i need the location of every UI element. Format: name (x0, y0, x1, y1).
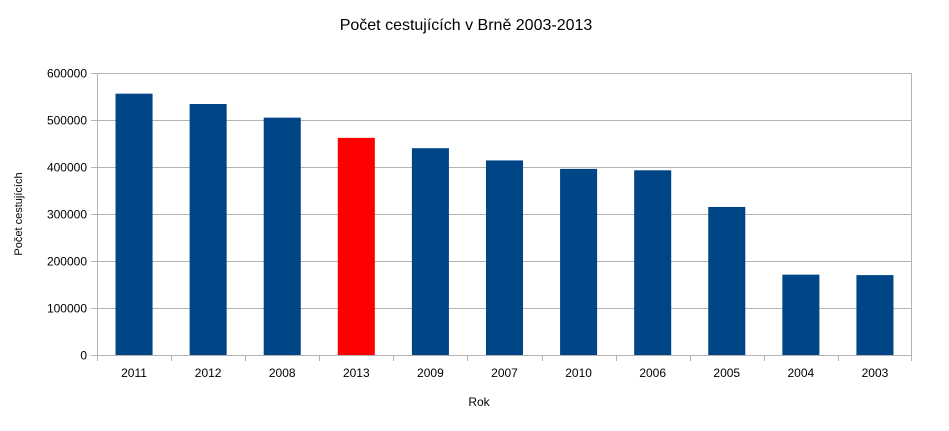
x-tick-label: 2010 (565, 366, 592, 380)
bar-2011 (115, 93, 153, 356)
y-tick-label: 200000 (47, 255, 87, 269)
y-tick-label: 100000 (47, 302, 87, 316)
bar-2008 (263, 117, 301, 356)
bar-2003 (856, 275, 894, 355)
y-axis-label: Počet cestujících (13, 172, 25, 255)
axes (91, 73, 912, 361)
y-tick-label: 0 (80, 349, 87, 363)
x-tick-label: 2013 (343, 366, 370, 380)
bar-2012 (189, 104, 227, 356)
x-tick-label: 2003 (862, 366, 889, 380)
y-tick-label: 600000 (47, 67, 87, 81)
x-tick-label: 2007 (491, 366, 518, 380)
bar-2004 (782, 274, 820, 355)
bar-2005 (708, 206, 746, 355)
x-tick-label: 2011 (121, 366, 147, 380)
bar-2013 (337, 137, 375, 355)
x-tick-label: 2004 (788, 366, 815, 380)
x-tick-label: 2006 (639, 366, 666, 380)
y-tick-label: 500000 (47, 114, 87, 128)
x-axis-label: Rok (468, 395, 490, 409)
x-tick-label: 2008 (269, 366, 296, 380)
y-tick-label: 300000 (47, 208, 87, 222)
chart-title: Počet cestujících v Brně 2003-2013 (340, 17, 593, 34)
x-tick-label: 2012 (195, 366, 222, 380)
y-tick-label: 400000 (47, 161, 87, 175)
x-tick-label: 2005 (713, 366, 740, 380)
x-tick-labels: 2011 2012 2008 2013 2009 2007 2010 2006 2005 2004… (121, 366, 888, 380)
bar-2007 (485, 160, 524, 355)
bar-2010 (560, 168, 598, 355)
bars (115, 93, 894, 356)
y-tick-labels: 0 100000 200000 300000 400000 500000 600000 (47, 67, 87, 363)
bar-2006 (634, 170, 672, 355)
bar-2009 (411, 148, 449, 355)
x-tick-label: 2009 (417, 366, 444, 380)
